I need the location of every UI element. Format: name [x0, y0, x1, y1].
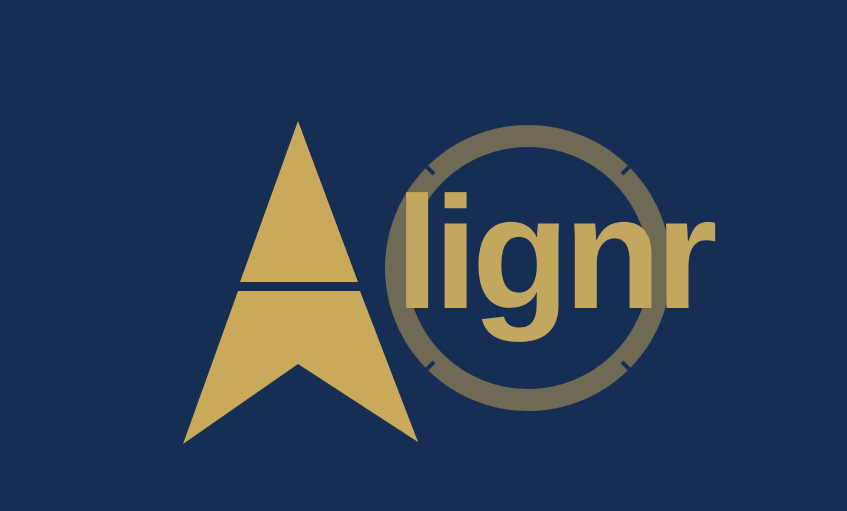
- compass-ring-icon: [385, 125, 671, 411]
- arrow-a-icon: [183, 121, 418, 444]
- wordmark-text: lignr: [395, 163, 715, 342]
